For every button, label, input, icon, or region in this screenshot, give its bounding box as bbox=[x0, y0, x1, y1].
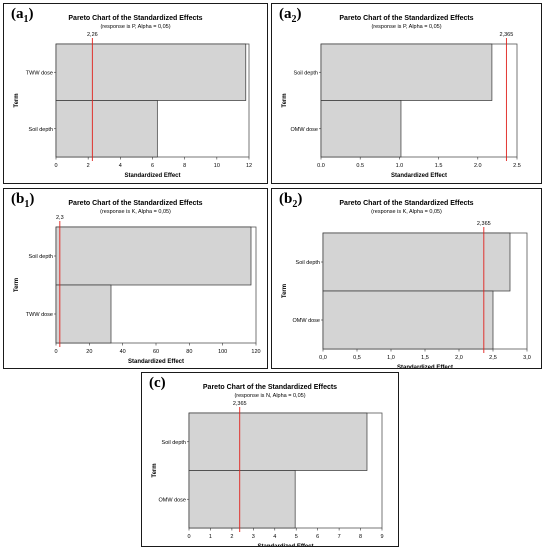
reference-label: 2,365 bbox=[233, 401, 247, 407]
y-axis-label: Term bbox=[282, 93, 288, 107]
pareto-chart-plot: Soil depth OMW dose 2,365 0,0 0,5 1,0 1,5 2,0 2,… bbox=[282, 221, 531, 368]
reference-label: 2,3 bbox=[56, 215, 64, 221]
chart-title: Pareto Chart of the Standardized Effects bbox=[68, 15, 203, 22]
chart-panel-a2: (a2) Pareto Chart of the Standardized Ef… bbox=[271, 3, 542, 184]
x-tick-label: 0 bbox=[54, 163, 57, 169]
bar bbox=[55, 43, 247, 101]
x-tick-label: 8 bbox=[359, 534, 362, 540]
x-tick-label: 2,0 bbox=[455, 355, 463, 361]
x-tick-label: 2.5 bbox=[513, 163, 521, 169]
term-label: TWW dose bbox=[26, 70, 53, 76]
x-tick-label: 10 bbox=[214, 163, 220, 169]
x-tick-label: 1,5 bbox=[421, 355, 429, 361]
x-tick-label: 3 bbox=[252, 534, 255, 540]
x-tick-label: 120 bbox=[251, 349, 260, 355]
x-tick-label: 0.0 bbox=[317, 163, 325, 169]
x-tick-label: 2 bbox=[87, 163, 90, 169]
x-tick-label: 80 bbox=[186, 349, 192, 355]
term-label: Soil depth bbox=[29, 127, 53, 133]
x-tick-label: 2,5 bbox=[489, 355, 497, 361]
x-tick-label: 100 bbox=[218, 349, 227, 355]
chart-panel-c: (c) Pareto Chart of the Standardized Eff… bbox=[141, 372, 399, 547]
bar bbox=[320, 100, 402, 158]
x-tick-label: 7 bbox=[338, 534, 341, 540]
chart-title: Pareto Chart of the Standardized Effects bbox=[339, 15, 474, 22]
term-label: TWW dose bbox=[26, 312, 53, 318]
x-tick-label: 0 bbox=[54, 349, 57, 355]
x-axis-label: Standardized Effect bbox=[124, 173, 180, 179]
bar bbox=[188, 412, 368, 471]
y-axis-label: Term bbox=[14, 93, 20, 107]
x-tick-label: 1.5 bbox=[435, 163, 443, 169]
term-label: OMW dose bbox=[158, 497, 186, 503]
y-axis-label: Term bbox=[14, 278, 20, 292]
bar bbox=[55, 100, 158, 158]
reference-label: 2,365 bbox=[500, 32, 514, 38]
pareto-chart-plot: TWW dose Soil depth 2,26 0 2 4 6 8 10 12 Standardi… bbox=[14, 32, 252, 179]
x-tick-label: 0,0 bbox=[319, 355, 327, 361]
chart-panel-b2: (b2) Pareto Chart of the Standardized Ef… bbox=[271, 188, 542, 369]
chart-subtitle: (response is K, Alpha = 0,05) bbox=[100, 209, 171, 215]
term-label: Soil depth bbox=[162, 440, 186, 446]
x-tick-label: 60 bbox=[153, 349, 159, 355]
x-tick-label: 40 bbox=[120, 349, 126, 355]
bar bbox=[188, 470, 296, 529]
x-tick-label: 1,0 bbox=[387, 355, 395, 361]
bar bbox=[55, 226, 252, 286]
chart-subtitle: (response is P, Alpha = 0,05) bbox=[100, 24, 171, 30]
x-tick-label: 0.5 bbox=[356, 163, 364, 169]
panel-tag: (a2) bbox=[279, 6, 302, 25]
x-tick-label: 6 bbox=[316, 534, 319, 540]
pareto-chart-plot: Soil depth OMW dose 2,365 0 1 2 3 4 5 6 7 8 9 Standar… bbox=[152, 401, 384, 546]
pareto-chart-plot: Soil depth OMW dose 2,365 0.0 0.5 1.0 1.5 2.0 2.… bbox=[282, 32, 521, 179]
x-tick-label: 8 bbox=[183, 163, 186, 169]
bar bbox=[322, 290, 494, 350]
x-tick-label: 3,0 bbox=[523, 355, 531, 361]
term-label: Soil depth bbox=[296, 260, 320, 266]
x-axis-label: Standardized Effect bbox=[391, 173, 447, 179]
x-tick-label: 2.0 bbox=[474, 163, 482, 169]
panel-tag: (b2) bbox=[279, 191, 303, 210]
chart-title: Pareto Chart of the Standardized Effects bbox=[68, 200, 203, 207]
term-label: OMW dose bbox=[292, 318, 320, 324]
y-axis-label: Term bbox=[152, 463, 158, 477]
bar bbox=[322, 232, 511, 292]
chart-subtitle: (response is N, Alpha = 0,05) bbox=[234, 393, 306, 399]
term-label: OMW dose bbox=[290, 127, 318, 133]
panel-tag: (b1) bbox=[11, 191, 35, 210]
x-tick-label: 1 bbox=[209, 534, 212, 540]
x-tick-label: 1.0 bbox=[396, 163, 404, 169]
x-tick-label: 5 bbox=[295, 534, 298, 540]
chart-title: Pareto Chart of the Standardized Effects bbox=[339, 200, 474, 207]
x-axis-label: Standardized Effect bbox=[397, 365, 453, 368]
bar bbox=[320, 43, 493, 101]
x-axis-label: Standardized Effect bbox=[128, 359, 184, 365]
x-tick-label: 9 bbox=[380, 534, 383, 540]
chart-panel-b1: (b1) Pareto Chart of the Standardized Ef… bbox=[3, 188, 268, 369]
reference-label: 2,26 bbox=[87, 32, 98, 38]
x-tick-label: 12 bbox=[246, 163, 252, 169]
x-tick-label: 2 bbox=[230, 534, 233, 540]
chart-subtitle: (response is K, Alpha = 0,05) bbox=[371, 209, 442, 215]
chart-title: Pareto Chart of the Standardized Effects bbox=[202, 384, 338, 391]
x-tick-label: 0 bbox=[187, 534, 190, 540]
term-label: Soil depth bbox=[294, 70, 318, 76]
panel-tag: (c) bbox=[149, 375, 166, 391]
chart-panel-a1: (a1) Pareto Chart of the Standardized Ef… bbox=[3, 3, 268, 184]
panel-tag: (a1) bbox=[11, 6, 34, 25]
pareto-chart-plot: Soil depth TWW dose 2,3 0 20 40 60 80 100 120 Stan… bbox=[14, 215, 261, 365]
x-axis-label: Standardized Effect bbox=[257, 544, 313, 546]
y-axis-label: Term bbox=[282, 284, 288, 298]
chart-subtitle: (response is P, Alpha = 0,05) bbox=[371, 24, 442, 30]
x-tick-label: 4 bbox=[119, 163, 122, 169]
x-tick-label: 6 bbox=[151, 163, 154, 169]
x-tick-label: 20 bbox=[86, 349, 92, 355]
term-label: Soil depth bbox=[29, 254, 53, 260]
reference-label: 2,365 bbox=[477, 221, 491, 227]
bar bbox=[55, 284, 112, 344]
x-tick-label: 0,5 bbox=[353, 355, 361, 361]
x-tick-label: 4 bbox=[273, 534, 276, 540]
